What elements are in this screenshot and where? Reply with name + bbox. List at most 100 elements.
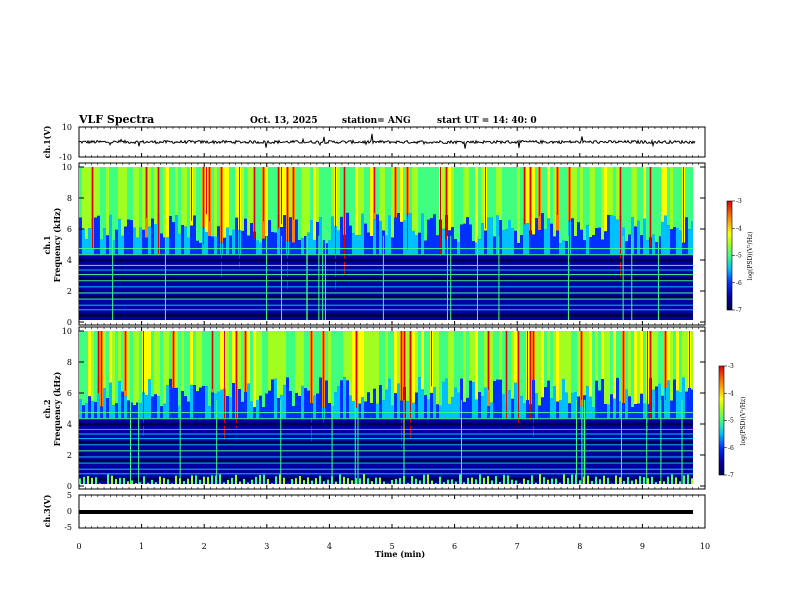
spectrogram-cell <box>136 237 139 255</box>
spectrogram-low-spike <box>323 481 325 484</box>
spectrogram-low-spike <box>299 476 301 484</box>
spectrogram-cell <box>655 331 658 387</box>
spectrogram-cell <box>685 217 688 255</box>
spectrogram-cell <box>475 399 478 419</box>
spectrogram-line <box>79 450 693 452</box>
spectrogram-sferic <box>620 399 622 484</box>
spectrogram-spike <box>647 331 648 432</box>
spectrogram-cell <box>214 167 217 237</box>
spectrogram-sferic <box>403 399 405 484</box>
spectrogram-dark-band <box>79 313 693 317</box>
spectrogram-low-spike <box>527 480 529 484</box>
spectrogram-sferic <box>138 399 140 484</box>
spectrogram-low-spike <box>163 477 165 484</box>
spectrogram-spike <box>356 331 357 408</box>
spectrogram-cell <box>133 227 136 255</box>
spectrogram-low-spike <box>83 476 85 484</box>
spectrogram-cell <box>526 223 529 255</box>
spectrogram-cell <box>106 398 109 419</box>
spectrogram-line <box>79 473 693 475</box>
spectrogram-cell <box>640 235 643 255</box>
spectrogram-line <box>79 433 693 435</box>
spectrogram-cell <box>565 331 568 393</box>
spectrogram-cell <box>577 331 580 397</box>
spectrogram-cell <box>79 167 82 218</box>
spectrogram-cell <box>256 331 259 400</box>
spectrogram-spike <box>620 167 621 279</box>
spectrogram-cell <box>652 331 655 390</box>
ch1-spectrogram-ylabel-channel: ch.1 <box>42 235 52 254</box>
spectrogram-low-spike <box>591 480 593 484</box>
spectrogram-cell <box>481 223 484 255</box>
spectrogram-cell <box>670 400 673 419</box>
spectrogram-cell <box>175 331 178 388</box>
spectrogram-spike <box>98 331 99 394</box>
spectrogram-cell <box>508 390 511 419</box>
spectrogram-sferic <box>382 235 384 320</box>
spectrogram-cell <box>466 331 469 398</box>
spectrogram-cell <box>628 331 631 397</box>
spectrogram-spike <box>206 167 207 215</box>
spectrogram-cell <box>307 167 310 233</box>
spectrogram-low-spike <box>279 474 281 484</box>
spectrogram-cell <box>364 223 367 255</box>
spectrogram-cell <box>583 331 586 396</box>
y-tick-label: 6 <box>67 389 72 398</box>
spectrogram-cell <box>499 167 502 221</box>
spectrogram-cell <box>544 228 547 255</box>
spectrogram-cell <box>376 403 379 419</box>
spectrogram-spike <box>254 167 255 239</box>
ch2-colorbar-label: log(PSD)(V²/Hz) <box>740 397 747 446</box>
spectrogram-cell <box>670 167 673 230</box>
spectrogram-cell <box>634 404 637 419</box>
spectrogram-low-spike <box>619 477 621 484</box>
spectrogram-cell <box>274 232 277 255</box>
spectrogram-cell <box>400 167 403 222</box>
spectrogram-spike <box>485 167 486 229</box>
spectrogram-cell <box>301 385 304 419</box>
spectrogram-low-spike <box>447 479 449 484</box>
spectrogram-cell <box>196 391 199 419</box>
spectrogram-cell <box>115 229 118 255</box>
spectrogram-spike <box>524 167 525 225</box>
spectrogram-cell <box>346 167 349 213</box>
spectrogram-cell <box>424 240 427 255</box>
spectrogram-spike <box>203 167 204 245</box>
spectrogram-cell <box>157 331 160 397</box>
spectrogram-cell <box>169 167 172 217</box>
spectrogram-cell <box>229 167 232 236</box>
spectrogram-cell <box>136 402 139 419</box>
spectrogram-cell <box>280 331 283 396</box>
spectrogram-cell <box>268 167 271 221</box>
spectrogram-sferic <box>322 235 324 320</box>
spectrogram-cell <box>346 331 349 381</box>
spectrogram-cell <box>502 394 505 419</box>
spectrogram-cell <box>229 397 232 419</box>
spectrogram-cell <box>178 233 181 255</box>
spectrogram-low-spike <box>79 478 81 484</box>
spectrogram-cell <box>655 167 658 243</box>
spectrogram-cell <box>82 405 85 419</box>
spectrogram-cell <box>352 233 355 255</box>
spectrogram-cell <box>520 396 523 419</box>
spectrogram-cell <box>589 237 592 255</box>
spectrogram-cell <box>340 216 343 255</box>
spectrogram-low-spike <box>647 478 649 484</box>
spectrogram-cell <box>535 393 538 419</box>
spectrogram-cell <box>133 405 136 419</box>
spectrogram-cell <box>259 395 262 419</box>
spectrogram-cell <box>544 331 547 388</box>
spectrogram-cell <box>682 331 685 378</box>
spectrogram-cell <box>214 236 217 255</box>
spectrogram-cell <box>628 234 631 255</box>
time-tick-label: 5 <box>389 542 394 551</box>
spectrogram-cell <box>625 389 628 419</box>
spectrogram-cell <box>487 167 490 218</box>
spectrogram-sferic <box>357 399 359 484</box>
spectrogram-cell <box>613 398 616 419</box>
spectrogram-cell <box>136 167 139 238</box>
spectrogram-cell <box>181 391 184 419</box>
time-tick-label: 9 <box>640 542 645 551</box>
spectrogram-cell <box>640 393 643 419</box>
spectrogram-spike <box>287 167 288 290</box>
